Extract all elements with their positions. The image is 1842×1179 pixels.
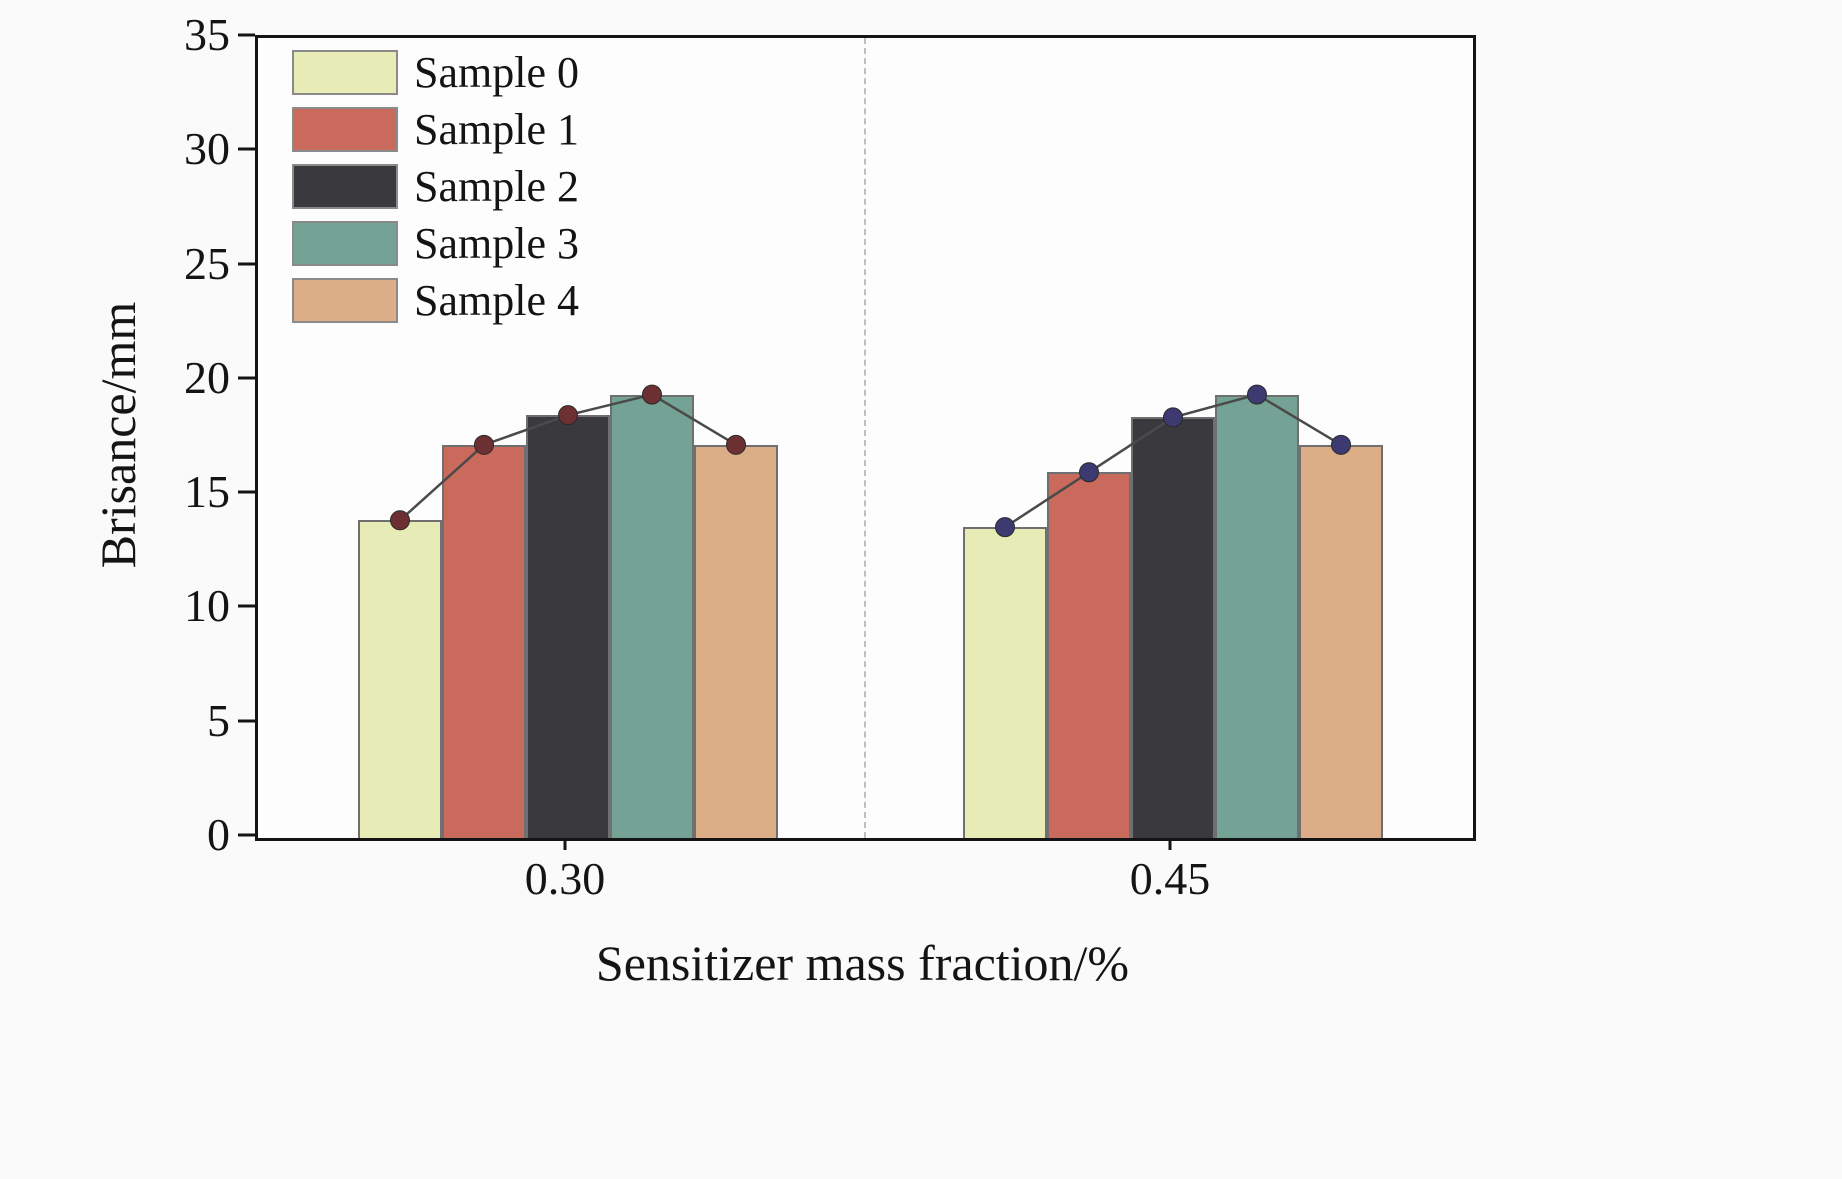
bar-sample-0-group-0.30 [358, 520, 442, 838]
bar-sample-4-group-0.30 [694, 444, 778, 838]
legend-swatch-sample-2 [292, 164, 398, 209]
y-tick-mark [238, 490, 255, 494]
y-tick-mark [238, 719, 255, 723]
y-tick-mark [238, 833, 255, 837]
x-tick-mark [1168, 838, 1172, 850]
legend-label: Sample 1 [414, 104, 579, 154]
y-tick-mark [238, 262, 255, 266]
bar-sample-4-group-0.45 [1299, 444, 1383, 838]
legend-entry-4: Sample 4 [292, 278, 579, 323]
legend-swatch-sample-0 [292, 50, 398, 95]
legend-swatch-sample-4 [292, 278, 398, 323]
x-tick-mark [563, 838, 567, 850]
y-tick-mark [238, 33, 255, 37]
y-axis-title: Brisance/mm [90, 301, 146, 569]
y-tick-mark [238, 604, 255, 608]
y-tick-label: 0 [207, 809, 230, 860]
legend-label: Sample 0 [414, 47, 579, 97]
y-tick-mark [238, 147, 255, 151]
legend-entry-0: Sample 0 [292, 50, 579, 95]
legend-label: Sample 3 [414, 218, 579, 268]
y-tick-label: 35 [184, 9, 230, 60]
y-tick-label: 20 [184, 351, 230, 403]
y-tick-label: 30 [184, 123, 230, 175]
x-axis-title: Sensitizer mass fraction/% [595, 935, 1130, 991]
y-tick-label: 15 [184, 466, 230, 518]
bar-sample-3-group-0.30 [610, 394, 694, 838]
bar-sample-1-group-0.45 [1047, 472, 1131, 838]
legend-entry-1: Sample 1 [292, 107, 579, 152]
legend-label: Sample 2 [414, 161, 579, 211]
y-tick-label: 5 [207, 694, 230, 746]
y-tick-label: 10 [184, 580, 230, 632]
legend-entry-3: Sample 3 [292, 221, 579, 266]
legend: Sample 0 Sample 1 Sample 2 Sample 3 Sample 4 [292, 50, 579, 323]
plot-area: Sample 0 Sample 1 Sample 2 Sample 3 Sample 4 [255, 35, 1476, 841]
group-separator-dashed-line [864, 38, 866, 838]
y-tick-label: 25 [184, 237, 230, 289]
legend-swatch-sample-1 [292, 107, 398, 152]
legend-swatch-sample-3 [292, 221, 398, 266]
bar-sample-3-group-0.45 [1215, 394, 1299, 838]
bar-sample-1-group-0.30 [442, 444, 526, 838]
x-tick-label: 0.30 [524, 853, 606, 904]
legend-entry-2: Sample 2 [292, 164, 579, 209]
y-tick-mark [238, 376, 255, 380]
legend-label: Sample 4 [414, 275, 579, 325]
bar-sample-2-group-0.30 [526, 415, 610, 838]
x-tick-label: 0.45 [1129, 853, 1211, 904]
bar-sample-2-group-0.45 [1131, 417, 1215, 838]
bar-sample-0-group-0.45 [963, 527, 1047, 838]
